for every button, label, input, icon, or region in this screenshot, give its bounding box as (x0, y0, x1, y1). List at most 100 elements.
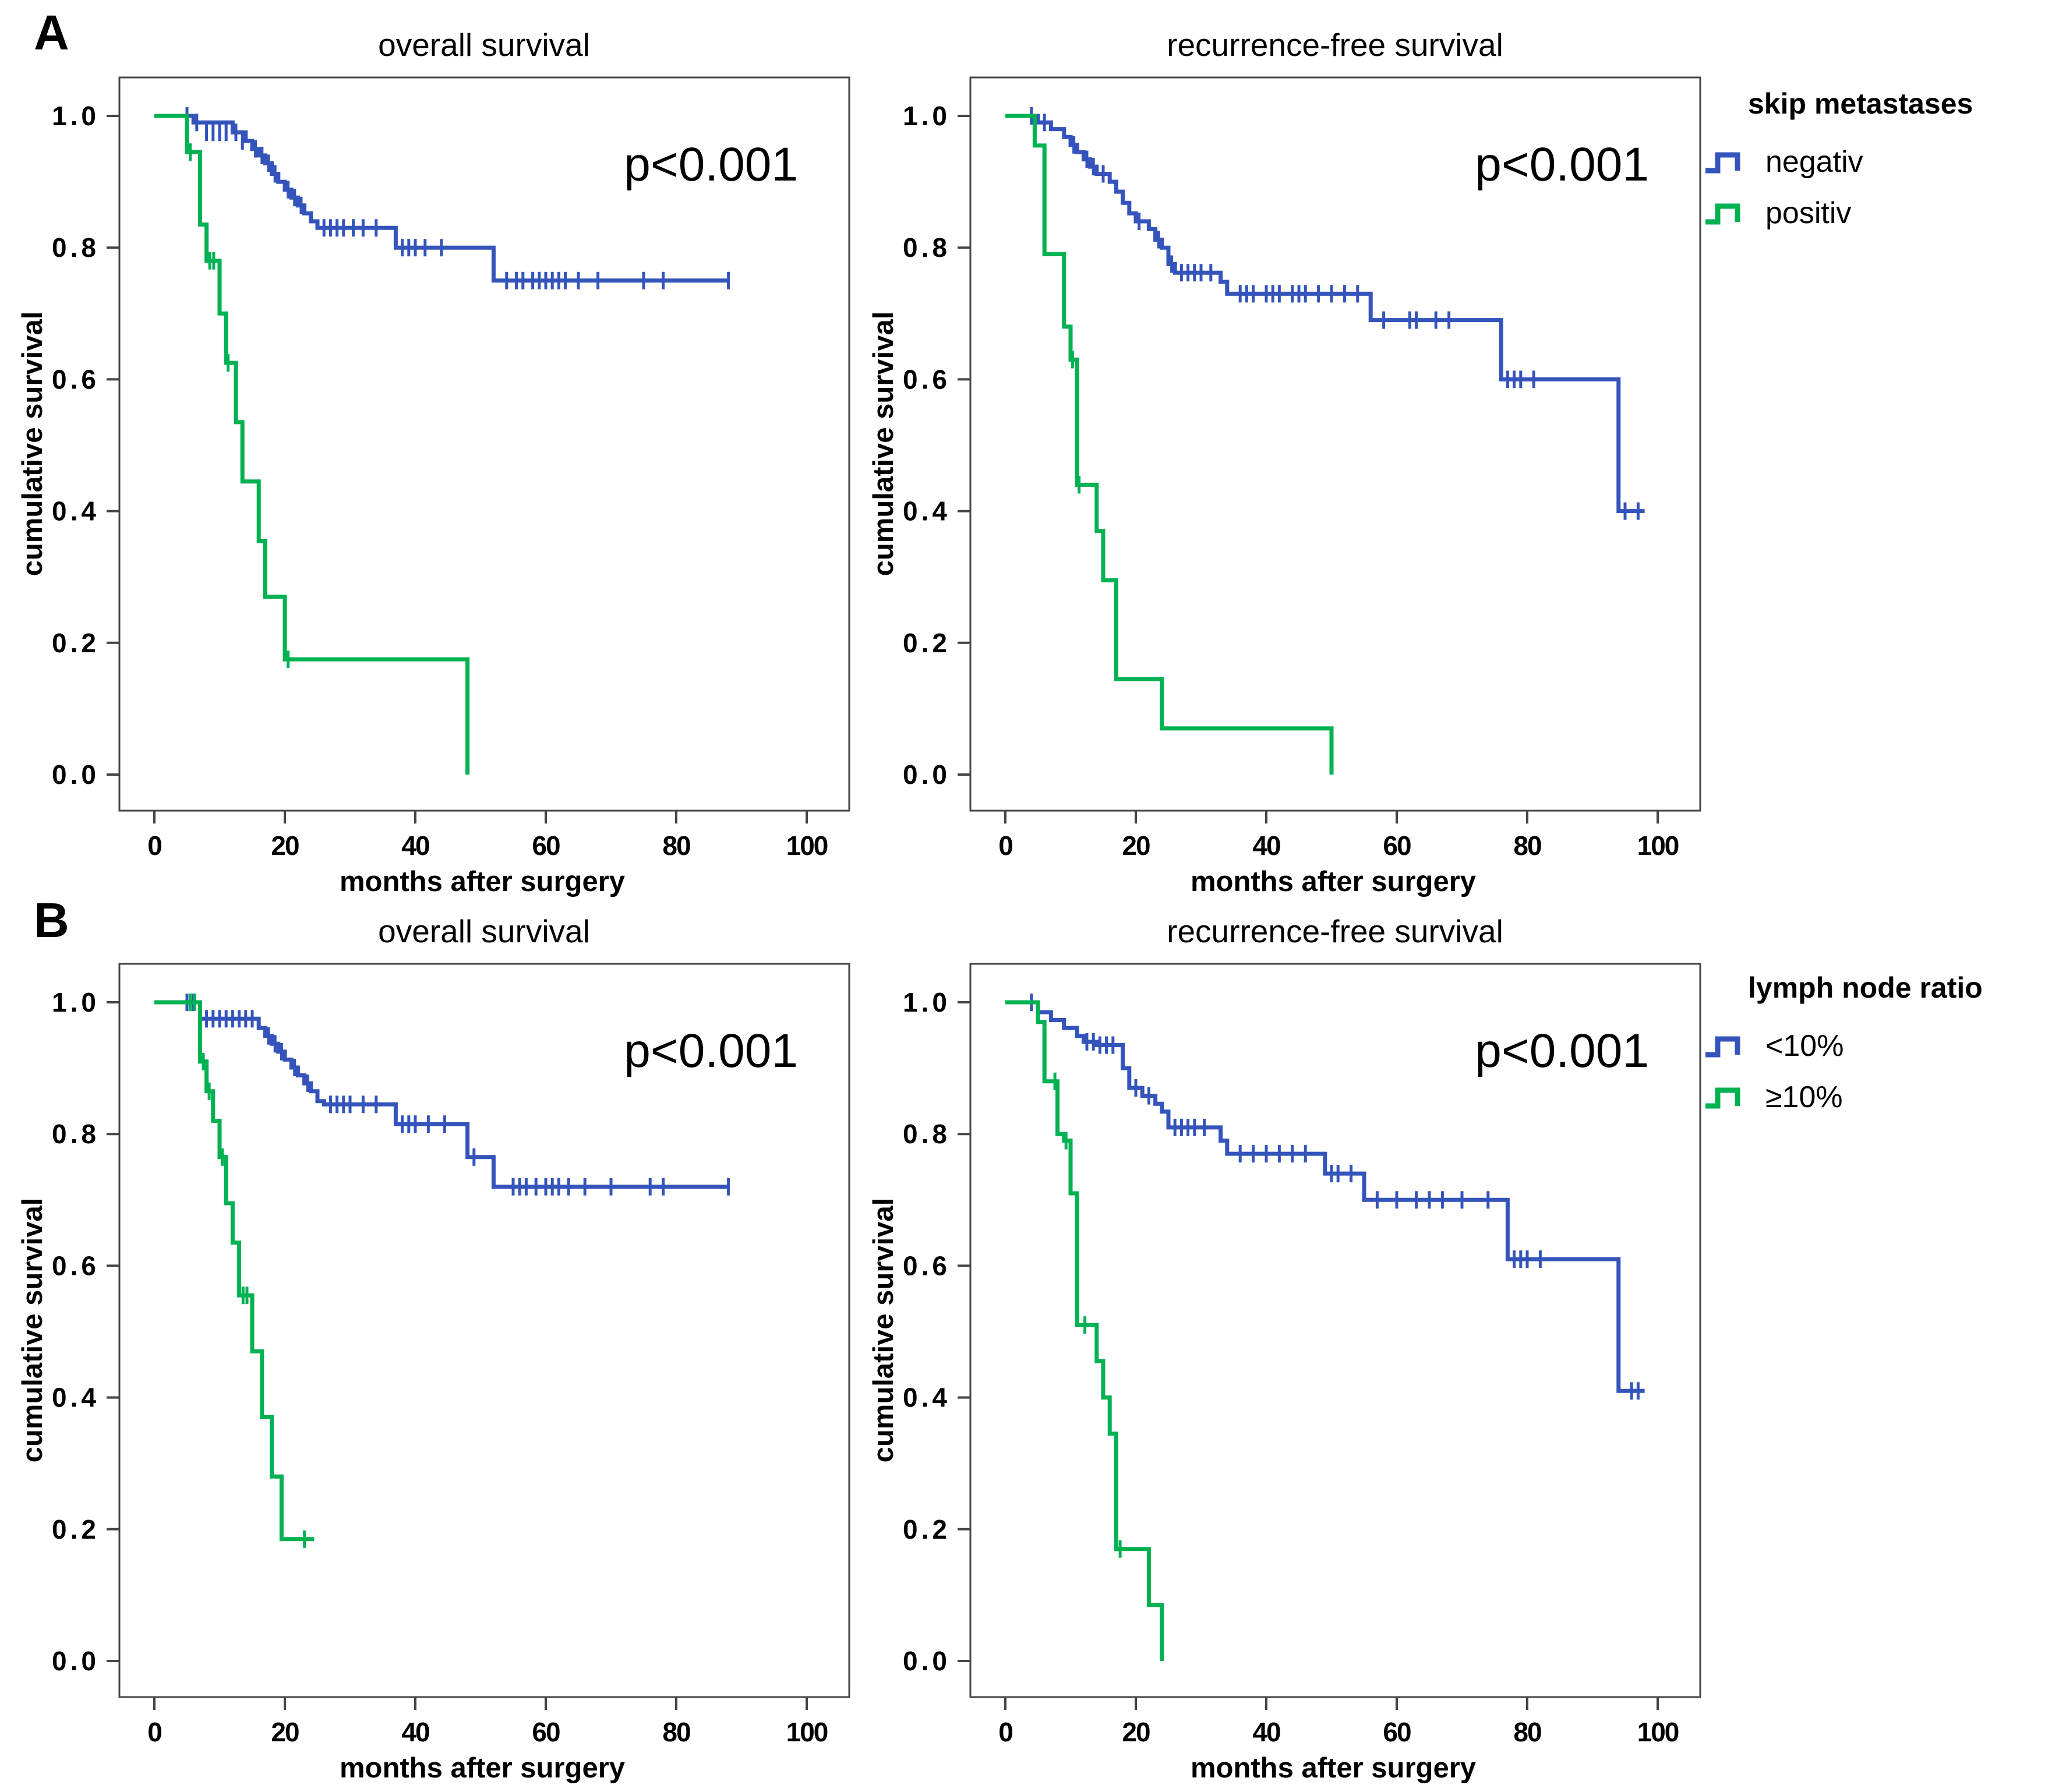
km-curve-negativ (1005, 114, 1645, 514)
x-tick-label: 40 (1252, 1717, 1280, 1747)
chart-title: overall survival (378, 913, 590, 949)
panel-b-overall-survival-chart: overall survival p<0.001 0 20 40 60 80 100 0.0 0.… (0, 886, 862, 1783)
x-tick-label: 60 (532, 830, 560, 861)
legend-item-label: negativ (1765, 144, 1863, 179)
plot-box (118, 76, 850, 812)
y-tick-label: 0.2 (52, 1514, 100, 1544)
km-curve-positiv (154, 114, 470, 775)
x-tick-label: 80 (662, 830, 690, 861)
x-tick-label: 60 (1383, 830, 1411, 861)
legend-item-label: <10% (1765, 1028, 1844, 1063)
x-tick-label: 0 (147, 1717, 161, 1747)
chart-title: overall survival (378, 27, 590, 63)
x-tick-label: 60 (532, 1717, 560, 1747)
km-plot-a-recurrence-free-survival: recurrence-free survival p<0.001 0 20 40 60 80… (868, 27, 1701, 897)
km-plot-b-recurrence-free-survival: recurrence-free survival p<0.001 0 20 40 60 80… (868, 913, 1701, 1783)
x-tick-label: 40 (401, 1717, 429, 1747)
panel-b-label: B (34, 893, 69, 948)
y-tick-label: 0.6 (903, 364, 951, 394)
panel-a-overall-survival-chart: overall survival p<0.001 0 20 40 60 80 100 0.0 0.… (0, 0, 862, 897)
y-tick-label: 1.0 (52, 987, 100, 1017)
km-step-icon (1705, 152, 1740, 173)
chart-title: recurrence-free survival (1167, 913, 1503, 949)
y-tick-label: 0.4 (52, 1383, 100, 1413)
y-tick-label: 0.6 (903, 1250, 951, 1281)
km-curve-<10% (154, 1000, 729, 1189)
x-tick-label: 80 (1513, 1717, 1541, 1747)
y-tick-label: 0.8 (903, 232, 951, 263)
legend-item-lt10: <10% (1704, 1031, 2053, 1061)
km-curve-≥10% (1005, 1000, 1164, 1661)
p-value-label: p<0.001 (1475, 1024, 1649, 1077)
p-value-label: p<0.001 (624, 1024, 798, 1077)
y-tick-label: 1.0 (903, 101, 951, 131)
x-tick-label: 40 (401, 830, 429, 861)
x-axis-title: months after surgery (1191, 866, 1476, 897)
plot-box (118, 963, 850, 1698)
y-axis-title: cumulative survival (17, 1198, 48, 1463)
x-tick-label: 80 (662, 1717, 690, 1747)
plot-box (969, 963, 1701, 1698)
y-tick-label: 0.4 (903, 1383, 951, 1413)
plot-box (969, 76, 1701, 812)
legend-item-negativ: negativ (1704, 147, 2053, 177)
y-tick-label: 0.0 (903, 759, 951, 790)
legend-item-label: ≥10% (1765, 1080, 1843, 1114)
x-tick-label: 100 (1637, 1717, 1679, 1747)
km-plot-a-overall-survival: overall survival p<0.001 0 20 40 60 80 100 0.0 0.… (17, 27, 850, 897)
y-tick-label: 1.0 (52, 101, 100, 131)
x-tick-label: 40 (1252, 830, 1280, 861)
km-curve-positiv (1005, 114, 1334, 775)
x-tick-label: 0 (998, 1717, 1012, 1747)
legend-skip-metastases: skip metastases negativ positiv (1704, 87, 2053, 228)
panel-a-recurrence-free-survival-chart: recurrence-free survival p<0.001 0 20 40 60 80… (851, 0, 1713, 897)
x-axis-title: months after surgery (1191, 1752, 1476, 1783)
panel-b-recurrence-free-survival-chart: recurrence-free survival p<0.001 0 20 40 60 80… (851, 886, 1713, 1783)
y-tick-label: 0.0 (52, 1646, 100, 1676)
legend-title: skip metastases (1748, 87, 1973, 120)
legend-item-gte10: ≥10% (1704, 1082, 2053, 1112)
y-tick-label: 0.2 (903, 1514, 951, 1544)
y-tick-label: 0.8 (52, 232, 100, 263)
x-tick-label: 20 (271, 830, 299, 861)
y-axis-title: cumulative survival (868, 1198, 899, 1463)
km-step-icon (1705, 1087, 1740, 1108)
y-tick-label: 0.0 (903, 1646, 951, 1676)
x-axis-title: months after surgery (340, 1752, 625, 1783)
x-tick-label: 100 (1637, 830, 1679, 861)
y-tick-label: 0.0 (52, 759, 100, 790)
y-tick-label: 0.4 (52, 496, 100, 526)
x-tick-label: 20 (1122, 1717, 1150, 1747)
legend-item-label: positiv (1765, 196, 1852, 230)
y-tick-label: 0.4 (903, 496, 951, 526)
panel-a-label: A (34, 5, 69, 60)
km-step-icon (1705, 1036, 1740, 1057)
y-tick-label: 0.2 (52, 628, 100, 658)
km-curve-negativ (154, 114, 729, 283)
x-tick-label: 60 (1383, 1717, 1411, 1747)
y-tick-label: 0.2 (903, 628, 951, 658)
x-axis-title: months after surgery (340, 866, 625, 897)
y-tick-label: 1.0 (903, 987, 951, 1017)
y-axis-title: cumulative survival (17, 312, 48, 577)
x-tick-label: 0 (147, 830, 161, 861)
x-tick-label: 20 (1122, 830, 1150, 861)
legend-item-positiv: positiv (1704, 198, 2053, 228)
y-tick-label: 0.8 (903, 1119, 951, 1149)
p-value-label: p<0.001 (624, 138, 798, 191)
y-tick-label: 0.8 (52, 1119, 100, 1149)
x-tick-label: 100 (786, 830, 828, 861)
legend-lymph-node-ratio: lymph node ratio <10% ≥10% (1704, 971, 2053, 1112)
chart-title: recurrence-free survival (1167, 27, 1503, 63)
y-tick-label: 0.6 (52, 364, 100, 394)
y-axis-title: cumulative survival (868, 312, 899, 577)
x-tick-label: 0 (998, 830, 1012, 861)
km-curve-≥10% (154, 1000, 315, 1542)
x-tick-label: 80 (1513, 830, 1541, 861)
x-tick-label: 100 (786, 1717, 828, 1747)
y-tick-label: 0.6 (52, 1250, 100, 1281)
km-step-icon (1705, 203, 1740, 224)
legend-title: lymph node ratio (1748, 971, 1983, 1004)
km-plot-b-overall-survival: overall survival p<0.001 0 20 40 60 80 100 0.0 0.… (17, 913, 850, 1783)
p-value-label: p<0.001 (1475, 138, 1649, 191)
